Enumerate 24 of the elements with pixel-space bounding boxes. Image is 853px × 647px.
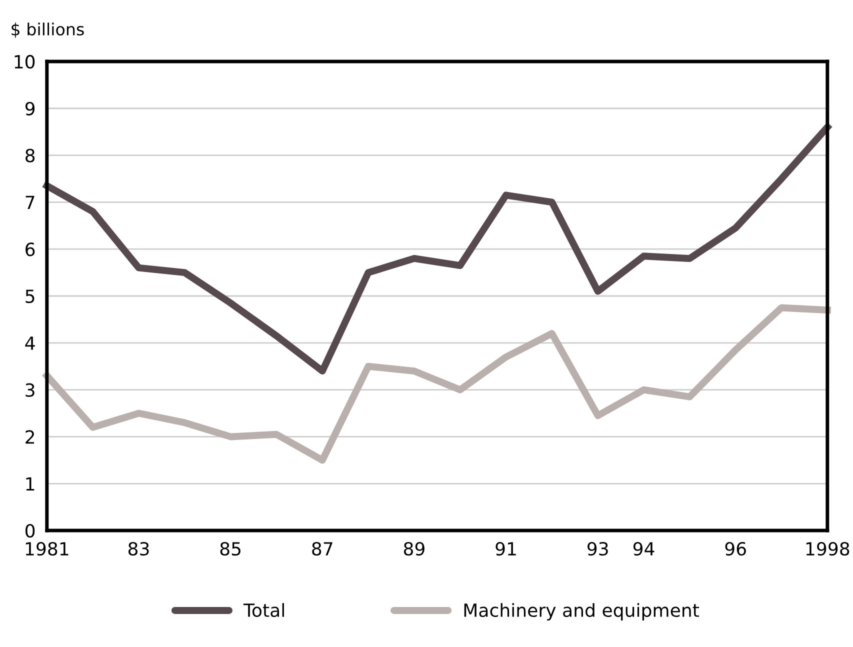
x-tick-label: 91 xyxy=(496,542,516,556)
y-tick-label: 4 xyxy=(25,336,35,350)
x-tick-label: 85 xyxy=(220,542,240,556)
y-axis-title: $ billions xyxy=(12,22,84,38)
x-tick-label: 83 xyxy=(128,542,149,556)
x-tick-label: 1981 xyxy=(26,542,68,556)
x-tick-label: 96 xyxy=(725,542,746,556)
x-tick-label: 89 xyxy=(404,542,424,556)
x-tick-label: 93 xyxy=(588,542,608,556)
y-tick-label: 1 xyxy=(26,477,34,490)
legend-label: Machinery and equipment xyxy=(464,603,700,621)
y-tick-label: 6 xyxy=(26,242,35,256)
y-tick-label: 8 xyxy=(26,148,35,162)
y-tick-label: 3 xyxy=(26,383,34,397)
y-tick-label: 7 xyxy=(26,196,34,210)
legend-label: Total xyxy=(243,603,284,618)
x-tick-label: 87 xyxy=(312,542,332,556)
y-tick-label: 5 xyxy=(26,290,34,304)
y-tick-label: 2 xyxy=(26,430,34,444)
y-tick-label: 10 xyxy=(14,54,35,69)
y-tick-label: 0 xyxy=(26,524,35,538)
y-tick-label: 9 xyxy=(25,102,35,116)
x-tick-label: 1998 xyxy=(806,542,850,556)
x-tick-label: 94 xyxy=(633,542,654,556)
